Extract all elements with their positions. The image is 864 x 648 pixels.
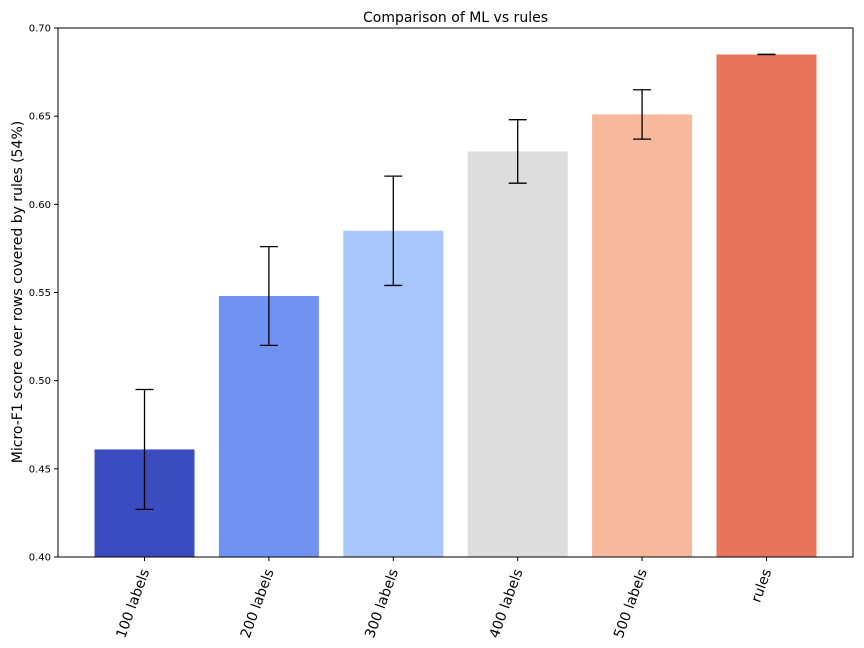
y-tick-label: 0.55 xyxy=(29,288,51,299)
y-tick-label: 0.45 xyxy=(29,464,51,475)
plot-area: 0.40 0.45 0.50 0.55 0.60 0.65 0.70 100 labels 20… xyxy=(29,24,817,640)
y-tick-label: 0.65 xyxy=(29,112,51,123)
chart-title: Comparison of ML vs rules xyxy=(363,10,548,26)
y-tick-label: 0.50 xyxy=(29,376,51,387)
x-tick-label: 100 labels xyxy=(113,567,153,640)
x-tick-label: rules xyxy=(748,567,775,605)
y-tick-label: 0.70 xyxy=(29,24,51,35)
y-axis-label: Micro-F1 score over rows covered by rule… xyxy=(10,121,26,463)
bar xyxy=(592,114,693,558)
x-tick-label: 200 labels xyxy=(238,567,278,640)
y-tick-label: 0.60 xyxy=(29,200,51,211)
x-tick-label: 400 labels xyxy=(487,567,527,640)
plot-frame xyxy=(57,27,854,558)
x-tick-label: 500 labels xyxy=(611,567,651,640)
y-tick-label: 0.40 xyxy=(29,553,51,564)
x-tick-label: 300 labels xyxy=(362,567,402,640)
bar xyxy=(716,54,817,557)
bar xyxy=(467,151,568,557)
